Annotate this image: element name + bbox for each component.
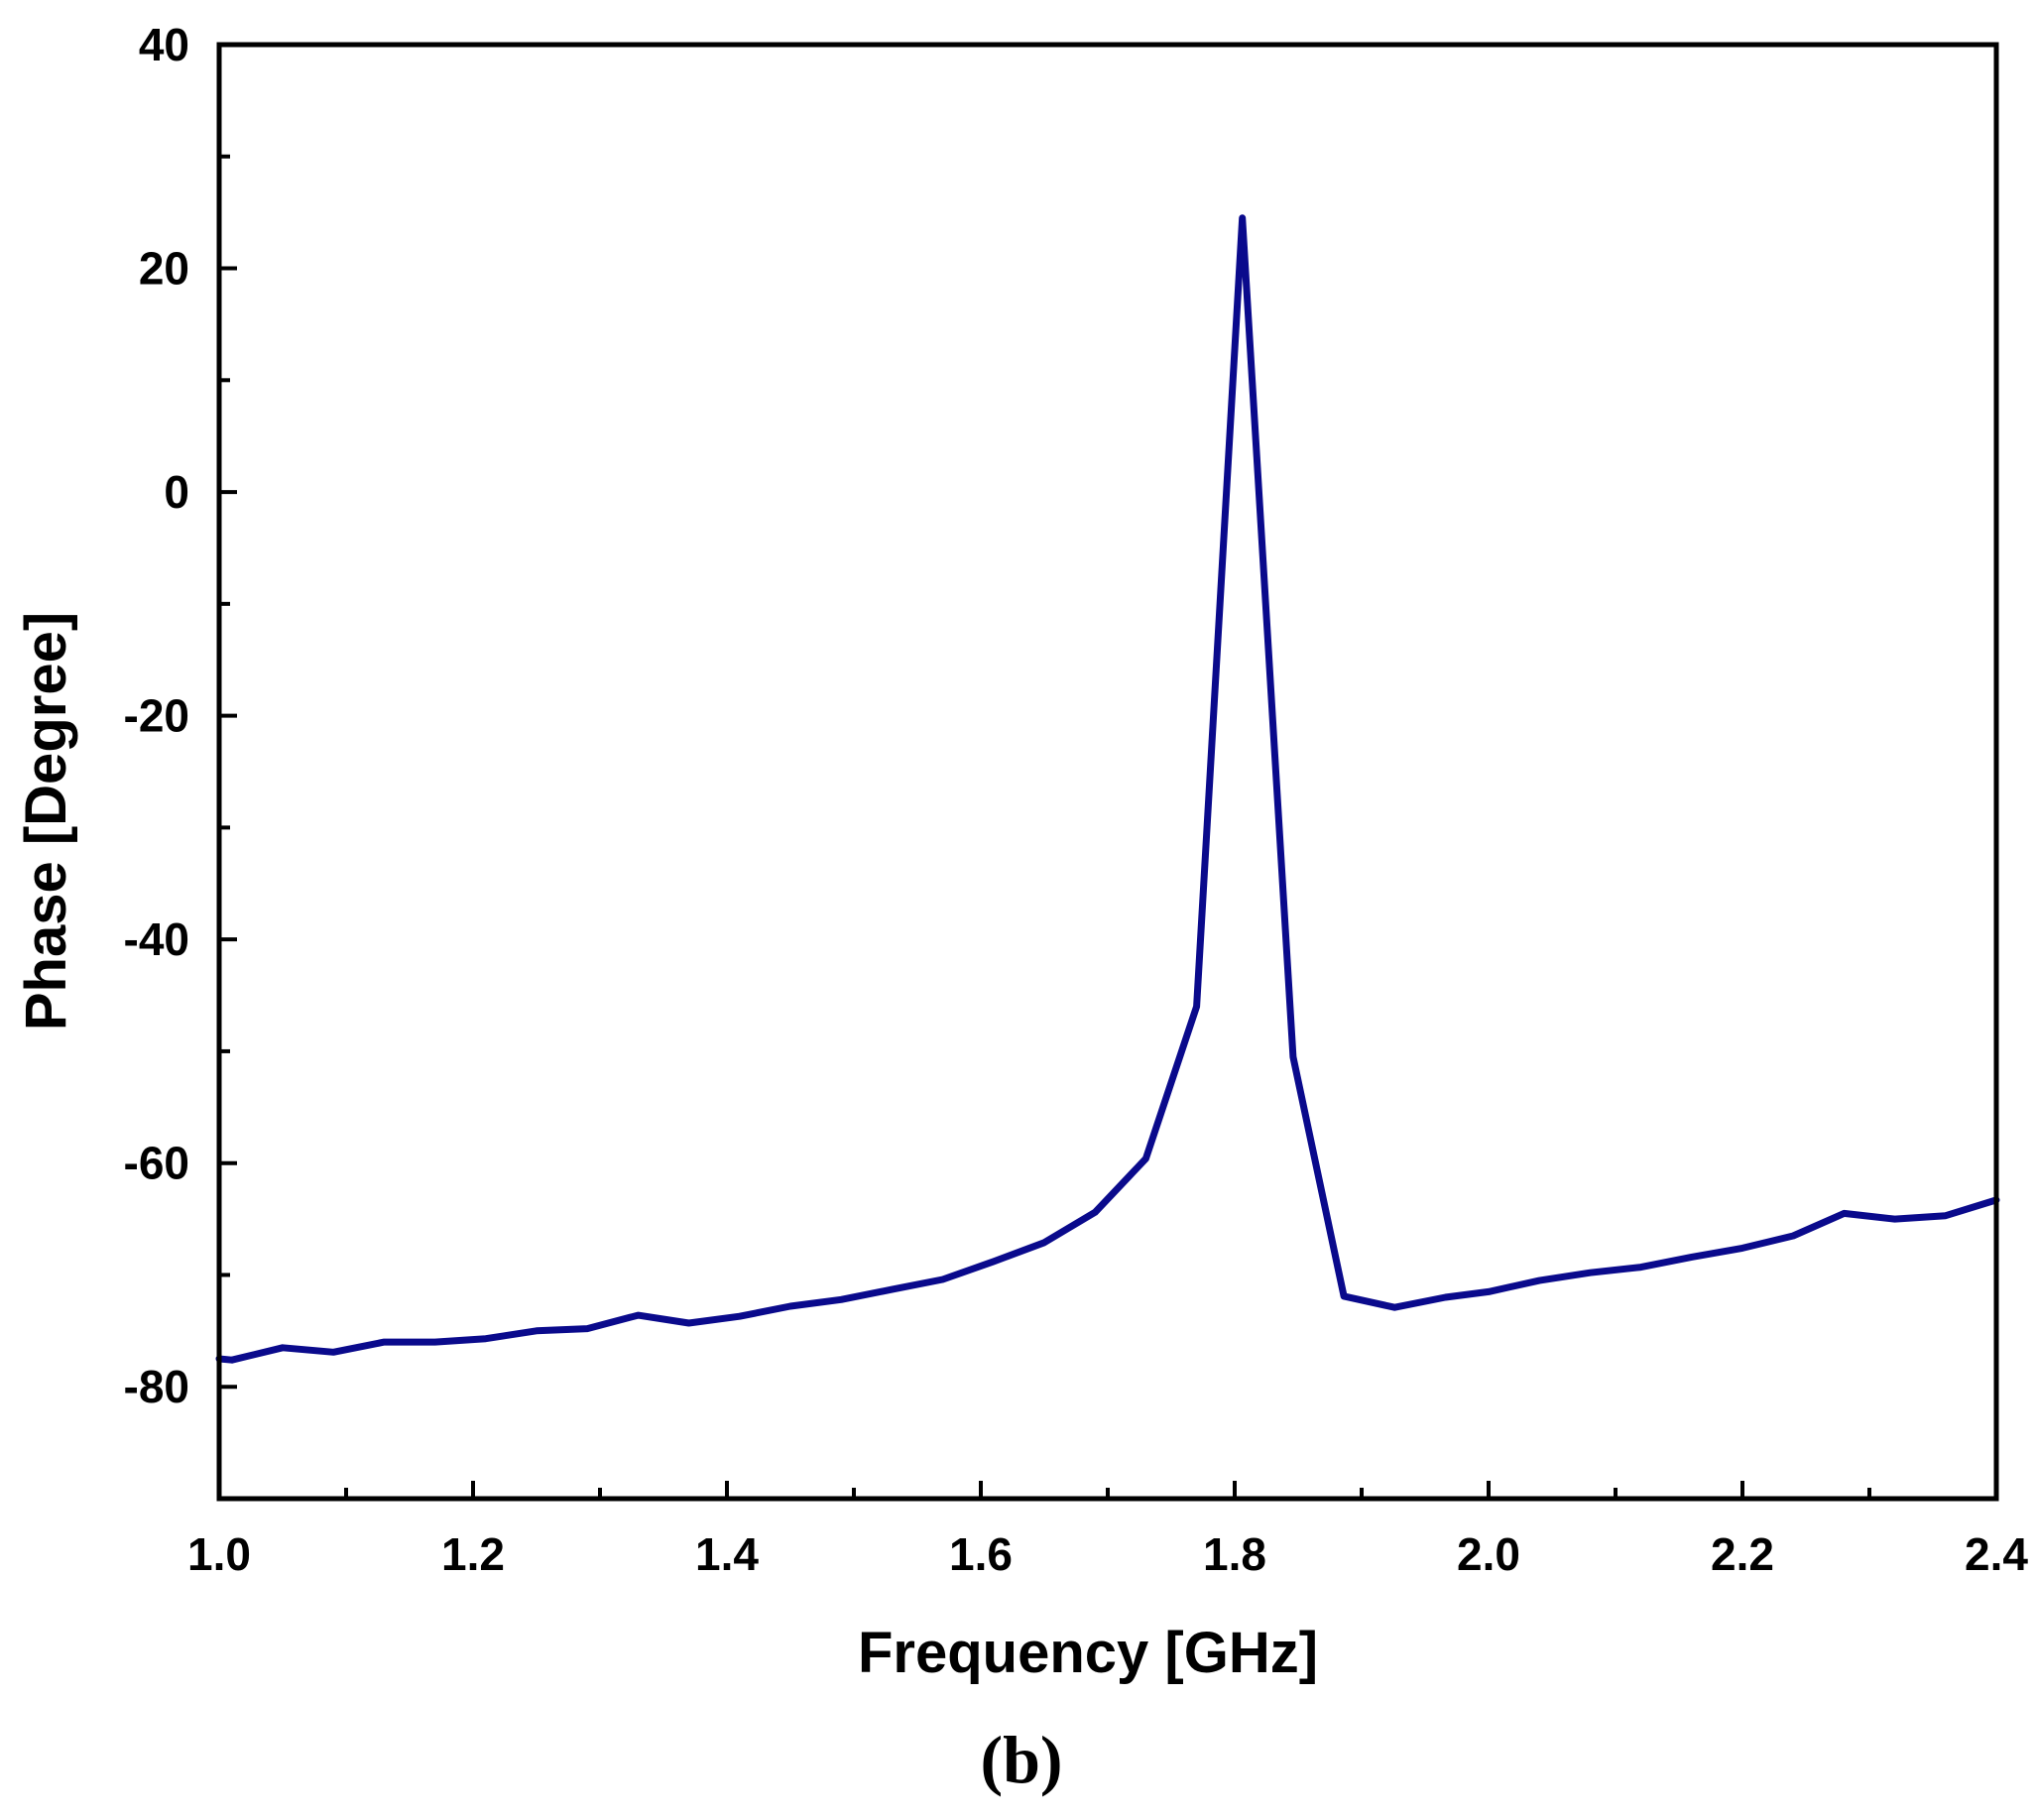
x-tick-label: 1.4 — [695, 1528, 759, 1580]
x-tick-label: 1.8 — [1203, 1528, 1266, 1580]
y-tick-label: -60 — [124, 1138, 189, 1189]
x-tick-label: 2.0 — [1457, 1528, 1520, 1580]
y-tick-label: 20 — [139, 243, 189, 295]
x-tick-label: 2.4 — [1965, 1528, 2028, 1580]
y-axis-ticks: 40 20 0 -20 -40 -60 -80 — [124, 19, 237, 1501]
x-tick-label: 1.2 — [441, 1528, 505, 1580]
panel-label: (b) — [980, 1722, 1062, 1797]
y-tick-label: 40 — [139, 19, 189, 70]
plot-frame — [216, 42, 1999, 1502]
x-axis-title: Frequency [GHz] — [858, 1621, 1318, 1685]
y-tick-label: -20 — [124, 690, 189, 742]
series-line-0 — [215, 214, 2000, 1364]
y-tick-label: 0 — [164, 466, 189, 518]
y-axis-title: Phase [Degree] — [14, 612, 78, 1031]
x-tick-label: 1.6 — [949, 1528, 1013, 1580]
y-tick-label: -40 — [124, 913, 189, 965]
series-layer — [215, 214, 2000, 1364]
y-tick-label: -80 — [124, 1361, 189, 1412]
x-tick-label: 2.2 — [1711, 1528, 1774, 1580]
x-tick-label: 1.0 — [187, 1528, 251, 1580]
x-axis-ticks: 1.0 1.2 1.4 1.6 1.8 2.0 2.2 2.4 — [187, 1481, 2028, 1580]
